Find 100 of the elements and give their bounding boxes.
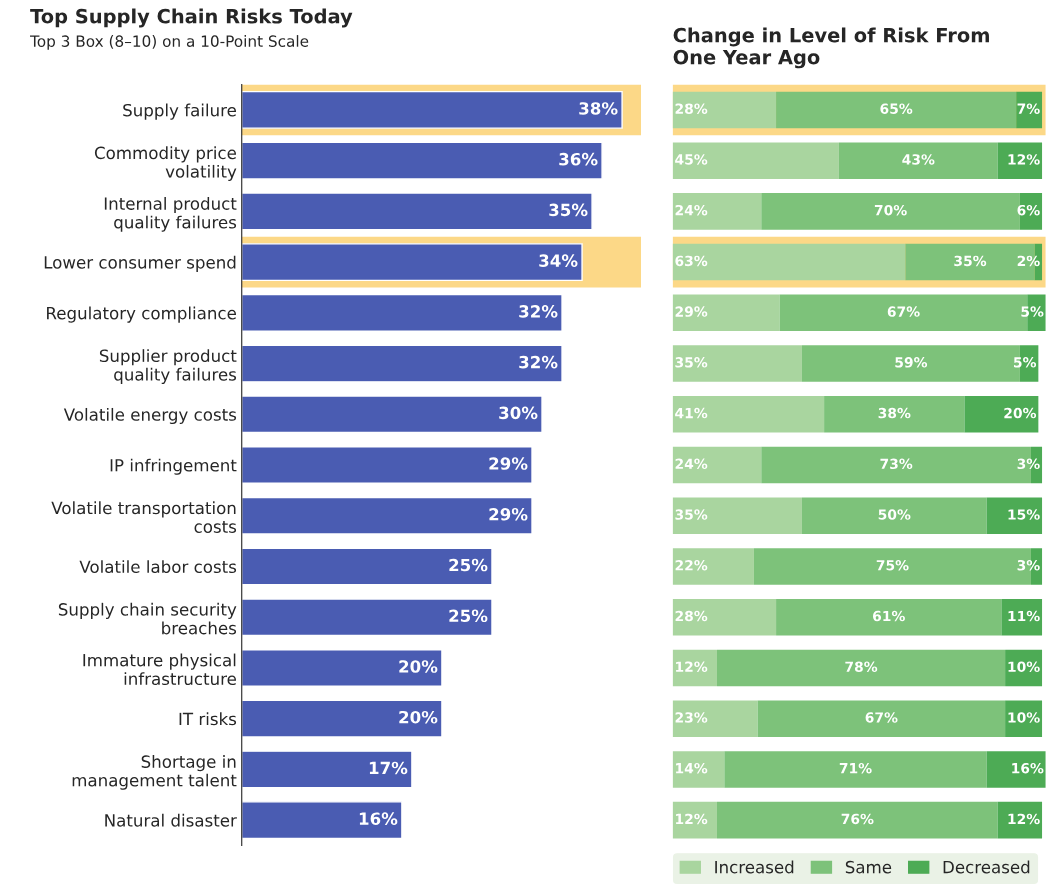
data-label: 16%: [359, 812, 398, 825]
y-tick-label: Volatile transportation costs: [51, 501, 237, 533]
data-label: 78%: [845, 661, 878, 672]
data-label: 7%: [1017, 103, 1040, 114]
data-label: 5%: [1014, 357, 1037, 368]
bar: [672, 243, 906, 281]
data-label: 34%: [539, 254, 578, 267]
y-tick-label: IT risks: [179, 712, 237, 726]
data-label: 71%: [839, 762, 872, 774]
data-label: 38%: [878, 407, 911, 419]
data-label: 25%: [449, 609, 488, 623]
bar: [838, 142, 998, 179]
data-label: 24%: [675, 204, 708, 216]
data-label: 10%: [1008, 712, 1040, 723]
data-label: 67%: [865, 712, 898, 723]
data-label: 12%: [676, 661, 708, 672]
data-label: 75%: [876, 560, 909, 571]
bar: [241, 801, 403, 840]
y-tick-label: Volatile energy costs: [63, 407, 237, 425]
data-label: 67%: [887, 306, 920, 317]
bar: [672, 142, 839, 179]
bar: [757, 700, 1006, 737]
bar: [241, 141, 603, 180]
data-label: 3%: [1017, 458, 1040, 470]
data-label: 5%: [1021, 306, 1044, 317]
data-label: 17%: [369, 761, 408, 775]
bar: [1016, 91, 1043, 129]
data-label: 35%: [954, 255, 987, 267]
data-label: 35%: [675, 357, 708, 368]
data-label: 29%: [489, 457, 528, 470]
chart-title: Top Supply Chain Risks Today: [30, 8, 353, 28]
data-label: 32%: [519, 355, 558, 369]
chart-title: Change in Level of Risk From One Year Ago: [673, 27, 989, 69]
data-label: 22%: [675, 560, 708, 571]
bar: [801, 497, 987, 535]
data-label: 12%: [676, 813, 708, 825]
data-label: 50%: [878, 509, 911, 520]
bar: [724, 751, 987, 788]
data-label: 24%: [675, 458, 708, 470]
y-tick-label: Supply chain security breaches: [58, 602, 237, 635]
data-label: 35%: [549, 203, 588, 217]
bar: [241, 648, 443, 687]
y-tick-label: Shortage in management talent: [72, 755, 237, 790]
bar: [997, 142, 1043, 179]
y-tick-label: Internal product quality failures: [104, 196, 237, 232]
bar: [672, 497, 802, 535]
y-tick-label: Commodity price volatility: [94, 146, 237, 182]
bar: [1019, 193, 1043, 230]
data-label: 23%: [675, 712, 708, 723]
data-label: 20%: [399, 660, 438, 673]
data-label: 20%: [399, 710, 438, 724]
bar: [1005, 700, 1043, 737]
y-tick-label: IP infringement: [110, 458, 237, 475]
data-label: 73%: [880, 458, 913, 470]
bar: [241, 496, 533, 535]
bar: [672, 345, 802, 382]
bar: [672, 294, 780, 332]
bar: [997, 801, 1043, 839]
bar: [672, 700, 758, 737]
legend-label: Same: [845, 860, 892, 874]
bar: [241, 395, 543, 434]
bar: [672, 193, 762, 230]
data-label: 59%: [895, 357, 928, 368]
bar: [241, 750, 413, 789]
bar: [672, 396, 825, 433]
y-tick-label: Lower consumer spend: [44, 255, 236, 272]
data-label: 2%: [1017, 255, 1040, 267]
bar: [672, 91, 777, 129]
bar: [824, 396, 965, 433]
bar: [241, 344, 563, 383]
data-label: 65%: [880, 103, 913, 114]
data-label: 12%: [1008, 813, 1040, 825]
data-label: 20%: [1004, 407, 1037, 419]
y-tick-label: Supply failure: [123, 103, 236, 120]
bar: [776, 598, 1002, 636]
bar: [986, 497, 1043, 535]
data-label: 14%: [676, 762, 708, 774]
bar: [241, 293, 563, 332]
data-label: 29%: [489, 507, 528, 521]
data-label: 41%: [675, 407, 708, 419]
data-label: 15%: [1008, 509, 1040, 520]
data-label: 63%: [675, 255, 708, 267]
data-label: 70%: [874, 204, 907, 216]
data-label: 38%: [579, 102, 618, 115]
data-label: 45%: [675, 154, 708, 165]
bar: [672, 548, 754, 585]
y-tick-label: Supplier product quality failures: [99, 349, 237, 384]
legend-label: Decreased: [943, 860, 1030, 874]
bar: [241, 598, 493, 637]
bar: [241, 446, 533, 484]
data-label: 28%: [675, 610, 708, 622]
bar: [241, 699, 443, 738]
data-label: 61%: [872, 610, 905, 622]
bar: [964, 396, 1039, 433]
bar: [672, 751, 725, 788]
data-label: 12%: [1008, 154, 1040, 165]
y-tick-label: Volatile labor costs: [79, 560, 237, 574]
bar: [776, 91, 1017, 129]
bar: [241, 192, 593, 231]
y-tick-label: Regulatory compliance: [47, 306, 236, 323]
